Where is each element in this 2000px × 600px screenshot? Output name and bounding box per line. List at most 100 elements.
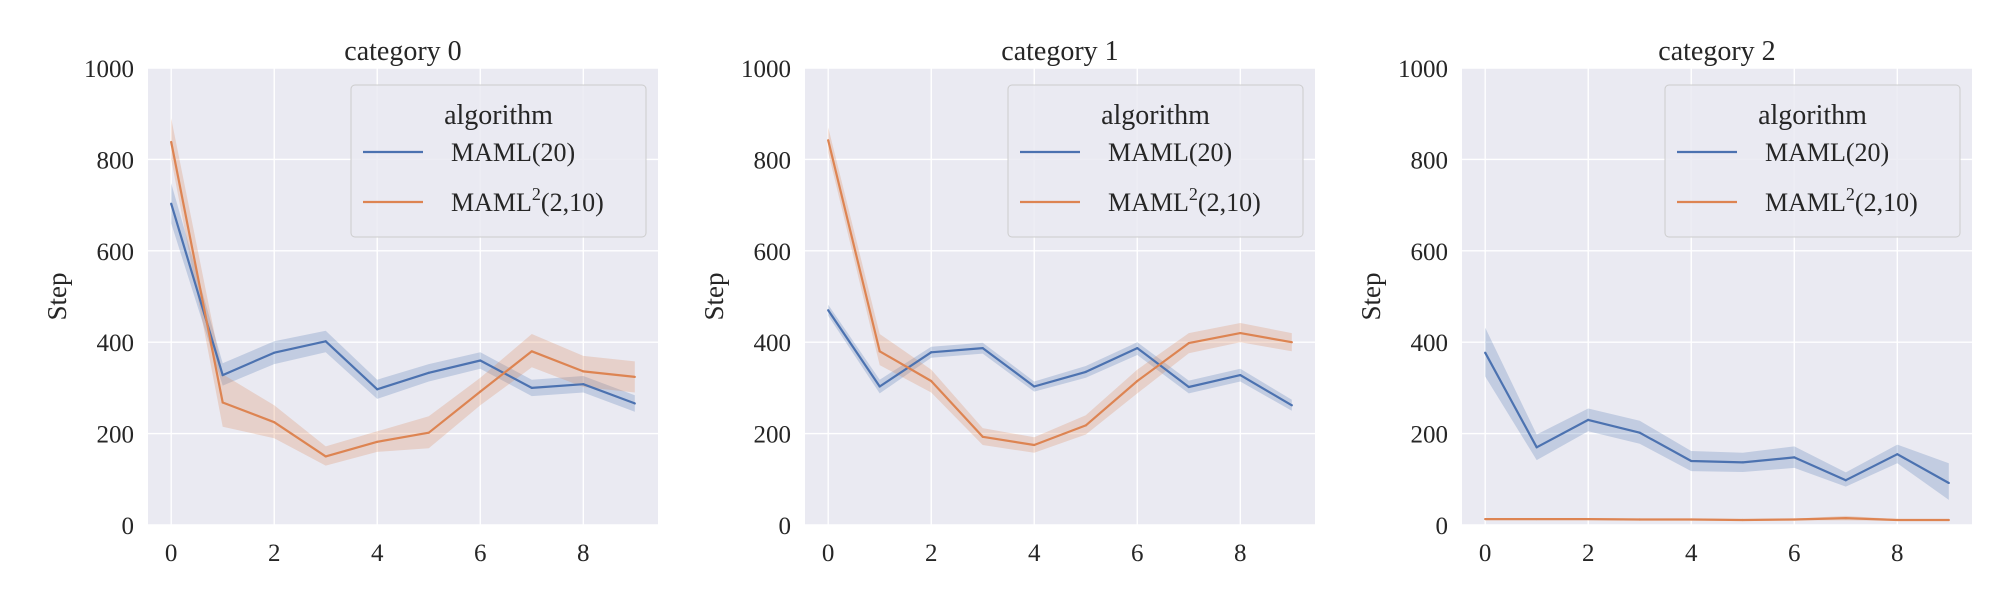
data-point-0 xyxy=(1033,385,1036,388)
series-line-0 xyxy=(1484,352,1950,484)
legend-label-1-base: MAML xyxy=(1765,188,1846,217)
legend: algorithm MAML(20) MAML2(2,10) xyxy=(1664,84,1961,238)
legend-title: algorithm xyxy=(444,100,553,131)
legend-label-0: MAML(20) xyxy=(1765,138,1889,167)
y-tick-label: 800 xyxy=(97,147,135,174)
y-tick-label: 200 xyxy=(97,422,135,449)
data-point-0 xyxy=(427,371,430,374)
y-tick-label: 800 xyxy=(1411,147,1449,174)
legend-label-1-suffix: (2,10) xyxy=(1855,188,1918,217)
x-tick-label: 0 xyxy=(822,540,835,567)
data-point-0 xyxy=(633,402,636,405)
x-tick-label: 6 xyxy=(474,540,487,567)
data-point-0 xyxy=(1535,446,1538,449)
x-tick-label: 4 xyxy=(371,540,384,567)
data-point-0 xyxy=(930,351,933,354)
chart-title: category 2 xyxy=(1658,36,1775,67)
legend-title: algorithm xyxy=(1101,100,1210,131)
y-tick-label: 800 xyxy=(754,147,792,174)
x-tick-label: 8 xyxy=(1234,540,1247,567)
legend-label-1: MAML2(2,10) xyxy=(1765,184,1918,217)
confidence-band-0 xyxy=(1485,327,1949,500)
legend-label-1-suffix: (2,10) xyxy=(541,188,604,217)
data-point-1 xyxy=(582,370,585,373)
panel-2: 0 2 4 6 8 0 200 400 600 800 1000 category 2 Step algo… xyxy=(1356,36,1972,567)
data-point-1 xyxy=(1033,443,1036,447)
y-tick-label: 1000 xyxy=(84,56,134,83)
series-line-0 xyxy=(170,203,636,405)
legend-label-1-base: MAML xyxy=(1108,188,1189,217)
panel-1: 0 2 4 6 8 0 200 400 600 800 1000 category 1 Step algo… xyxy=(699,36,1315,567)
y-tick-label: 400 xyxy=(1411,330,1449,357)
panel-0: 0 2 4 6 8 0 200 400 600 800 1000 category 0 Step algo… xyxy=(42,36,658,567)
series-line-1 xyxy=(827,139,1292,447)
data-point-1 xyxy=(221,401,224,404)
legend-box xyxy=(1664,84,1961,238)
y-tick-label: 400 xyxy=(97,330,135,357)
x-tick-label: 6 xyxy=(1131,540,1144,567)
data-point-1 xyxy=(1484,517,1487,521)
x-tick-label: 2 xyxy=(925,540,938,567)
chart-title: category 1 xyxy=(1001,36,1118,67)
data-point-0 xyxy=(582,383,585,386)
data-point-1 xyxy=(427,431,430,434)
y-tick-label: 200 xyxy=(1411,422,1449,449)
x-tick-label: 0 xyxy=(1479,540,1492,567)
legend-label-1-superscript: 2 xyxy=(1189,184,1198,204)
y-tick-label: 600 xyxy=(1411,239,1449,266)
data-point-1 xyxy=(1741,518,1744,522)
x-tick-label: 4 xyxy=(1685,540,1698,567)
data-point-0 xyxy=(878,385,881,388)
data-point-1 xyxy=(324,455,327,458)
data-point-0 xyxy=(376,388,379,391)
legend-label-1: MAML2(2,10) xyxy=(1108,184,1261,217)
y-tick-label: 1000 xyxy=(741,56,791,83)
data-point-0 xyxy=(530,386,533,389)
legend-label-1-suffix: (2,10) xyxy=(1198,188,1261,217)
data-point-1 xyxy=(1690,518,1693,521)
data-point-1 xyxy=(878,350,881,353)
data-point-1 xyxy=(1136,379,1139,383)
data-point-1 xyxy=(1187,342,1190,345)
y-tick-label: 600 xyxy=(754,239,792,266)
data-point-0 xyxy=(1239,374,1242,377)
series-line-0 xyxy=(827,309,1293,407)
confidence-band-0 xyxy=(171,183,635,412)
data-point-0 xyxy=(1844,479,1847,482)
x-tick-label: 8 xyxy=(1891,540,1904,567)
data-point-0 xyxy=(1638,431,1641,434)
legend: algorithm MAML(20) MAML2(2,10) xyxy=(1007,84,1304,238)
y-tick-label: 1000 xyxy=(1398,56,1448,83)
legend-box xyxy=(1007,84,1304,238)
data-point-0 xyxy=(1484,351,1487,354)
data-point-0 xyxy=(1136,347,1139,350)
data-point-1 xyxy=(981,435,984,438)
confidence-band-0 xyxy=(828,304,1292,411)
data-point-1 xyxy=(1084,424,1087,427)
data-point-1 xyxy=(1844,517,1847,520)
x-tick-label: 0 xyxy=(165,540,178,567)
y-tick-label: 600 xyxy=(97,239,135,266)
x-tick-label: 4 xyxy=(1028,540,1041,567)
y-axis-label: Step xyxy=(1356,272,1386,320)
data-point-0 xyxy=(1187,385,1190,389)
data-point-1 xyxy=(1535,517,1538,521)
data-point-0 xyxy=(827,309,830,312)
data-point-0 xyxy=(1290,404,1293,407)
data-point-1 xyxy=(530,350,533,353)
data-point-1 xyxy=(930,379,933,383)
legend-title: algorithm xyxy=(1758,100,1867,131)
chart-title: category 0 xyxy=(344,36,461,67)
data-point-0 xyxy=(1741,461,1744,464)
legend-label-0: MAML(20) xyxy=(451,138,575,167)
data-point-1 xyxy=(376,440,379,443)
legend-label-0: MAML(20) xyxy=(1108,138,1232,167)
data-point-1 xyxy=(273,421,276,424)
legend-label-1: MAML2(2,10) xyxy=(451,184,604,217)
y-tick-label: 0 xyxy=(1436,513,1449,540)
data-point-0 xyxy=(1947,481,1950,485)
data-point-0 xyxy=(324,340,327,343)
x-tick-label: 8 xyxy=(577,540,590,567)
y-axis-label: Step xyxy=(42,272,72,320)
